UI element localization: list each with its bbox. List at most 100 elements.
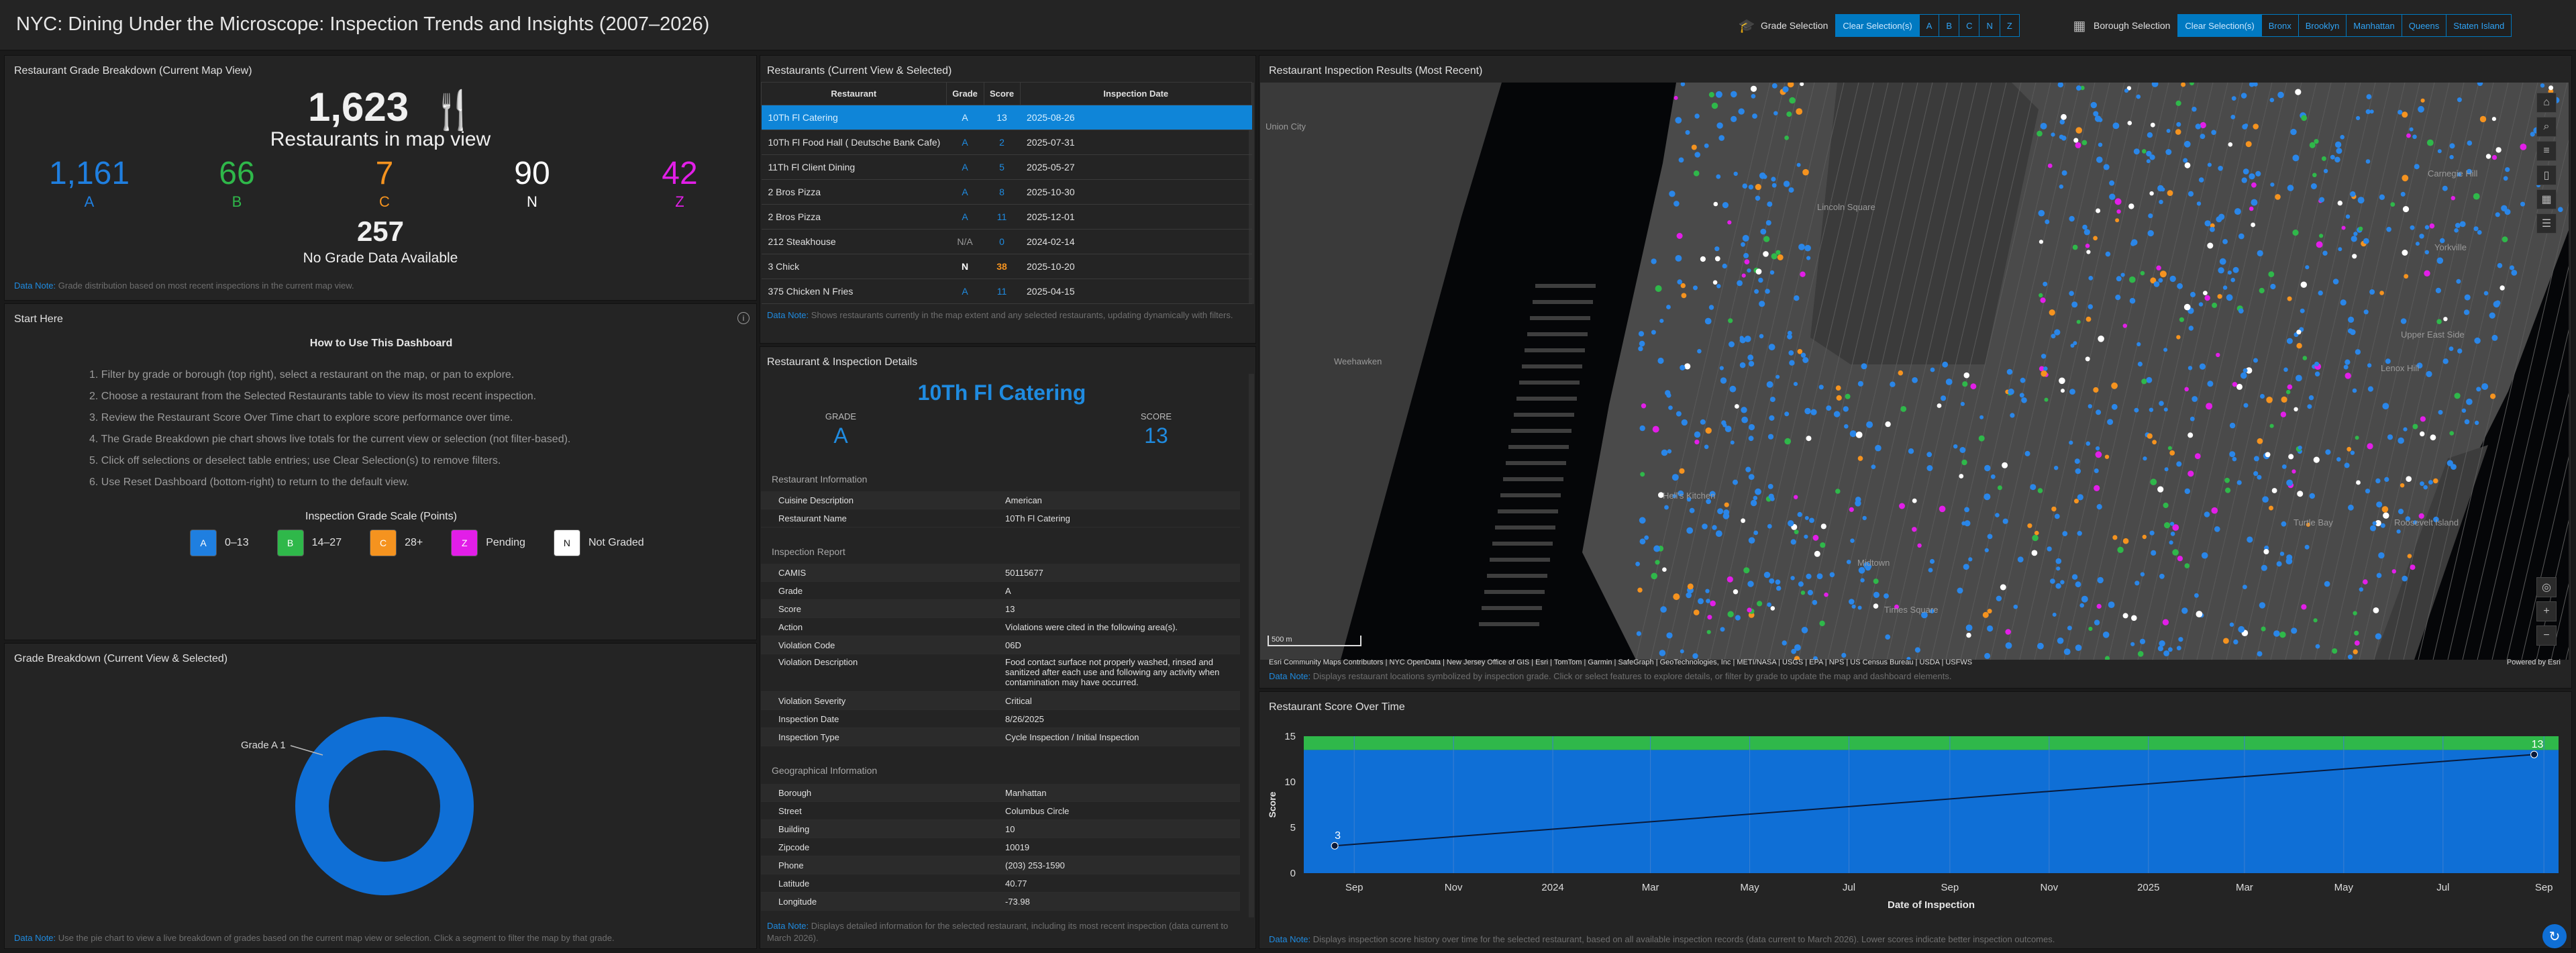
restaurant-point[interactable]	[1722, 202, 1729, 209]
restaurant-point[interactable]	[2194, 453, 2201, 460]
restaurant-point[interactable]	[2269, 505, 2273, 511]
restaurant-point[interactable]	[1694, 152, 1700, 158]
restaurant-point[interactable]	[2312, 172, 2317, 178]
restaurant-point[interactable]	[1767, 484, 1773, 489]
restaurant-point[interactable]	[2169, 450, 2175, 456]
restaurant-point[interactable]	[1942, 361, 1949, 368]
restaurant-point[interactable]	[2489, 312, 2495, 319]
restaurant-point[interactable]	[2071, 301, 2078, 308]
restaurant-point[interactable]	[1731, 115, 1737, 122]
restaurant-point[interactable]	[2357, 197, 2365, 204]
restaurant-point[interactable]	[1753, 495, 1758, 501]
restaurant-point[interactable]	[2491, 155, 2497, 160]
restaurant-point[interactable]	[2170, 521, 2175, 526]
grade-option-a[interactable]: A	[1918, 14, 1940, 37]
restaurant-point[interactable]	[1747, 607, 1752, 613]
restaurant-point[interactable]	[2112, 122, 2120, 130]
restaurant-point[interactable]	[2159, 640, 2165, 647]
restaurant-point[interactable]	[2051, 334, 2056, 339]
restaurant-point[interactable]	[2148, 213, 2153, 219]
restaurant-point[interactable]	[2322, 250, 2328, 256]
restaurant-point[interactable]	[2291, 469, 2296, 474]
restaurant-point[interactable]	[1694, 440, 1700, 445]
restaurant-point[interactable]	[1964, 520, 1971, 527]
restaurant-point[interactable]	[2229, 451, 2236, 458]
restaurant-point[interactable]	[2402, 575, 2408, 582]
restaurant-point[interactable]	[2147, 433, 2153, 439]
restaurant-point[interactable]	[2384, 476, 2389, 483]
restaurant-point[interactable]	[2306, 522, 2310, 527]
restaurant-point[interactable]	[1741, 518, 1745, 523]
restaurant-point[interactable]	[1873, 603, 1879, 609]
restaurant-point[interactable]	[2112, 535, 2118, 540]
restaurant-point[interactable]	[2170, 532, 2175, 536]
restaurant-point[interactable]	[1731, 91, 1737, 98]
restaurant-point[interactable]	[1700, 256, 1706, 262]
restaurant-point[interactable]	[1741, 242, 1745, 247]
restaurant-point[interactable]	[2433, 478, 2438, 484]
restaurant-point[interactable]	[2354, 630, 2359, 636]
restaurant-point[interactable]	[1873, 579, 1879, 585]
restaurant-point[interactable]	[2088, 404, 2092, 409]
restaurant-point[interactable]	[1727, 576, 1733, 583]
restaurant-point[interactable]	[1807, 589, 1813, 596]
restaurant-point[interactable]	[2159, 401, 2164, 406]
restaurant-point[interactable]	[2249, 173, 2255, 180]
restaurant-point[interactable]	[1664, 505, 1669, 510]
restaurant-point[interactable]	[2500, 285, 2505, 291]
restaurant-point[interactable]	[2037, 130, 2043, 137]
restaurant-point[interactable]	[1657, 357, 1664, 364]
locate-icon[interactable]: ◎	[2536, 577, 2557, 597]
restaurant-point[interactable]	[1742, 183, 1748, 189]
restaurant-point[interactable]	[1819, 620, 1825, 627]
restaurant-point[interactable]	[2240, 93, 2247, 99]
restaurant-point[interactable]	[2103, 164, 2110, 170]
restaurant-point[interactable]	[1651, 258, 1657, 264]
restaurant-point[interactable]	[2067, 625, 2072, 631]
restaurant-point[interactable]	[1769, 415, 1775, 421]
restaurant-point[interactable]	[2050, 579, 2055, 584]
restaurant-point[interactable]	[1715, 530, 1722, 537]
restaurant-point[interactable]	[2281, 464, 2287, 469]
restaurant-point[interactable]	[1748, 423, 1755, 431]
restaurant-point[interactable]	[2454, 228, 2459, 233]
restaurant-point[interactable]	[1937, 403, 1942, 408]
restaurant-point[interactable]	[2352, 254, 2357, 259]
restaurant-point[interactable]	[2055, 583, 2061, 589]
restaurant-point[interactable]	[2047, 546, 2052, 552]
restaurant-point[interactable]	[2207, 381, 2214, 387]
restaurant-point[interactable]	[2405, 516, 2411, 521]
restaurant-point[interactable]	[2363, 579, 2368, 585]
restaurant-point[interactable]	[2200, 121, 2206, 129]
restaurant-point[interactable]	[2356, 480, 2361, 485]
restaurant-point[interactable]	[1812, 599, 1818, 605]
restaurant-point[interactable]	[2279, 632, 2286, 638]
restaurant-point[interactable]	[2402, 206, 2410, 213]
restaurant-point[interactable]	[1788, 350, 1794, 356]
restaurant-point[interactable]	[1930, 367, 1935, 372]
restaurant-point[interactable]	[2204, 220, 2211, 227]
restaurant-point[interactable]	[1984, 464, 1991, 472]
table-row[interactable]: 375 Chicken N Fries A 11 2025-04-15	[761, 279, 1252, 304]
restaurant-point[interactable]	[1850, 538, 1855, 543]
restaurant-point[interactable]	[2184, 387, 2189, 392]
restaurant-point[interactable]	[1965, 624, 1973, 632]
restaurant-point[interactable]	[2210, 227, 2215, 232]
restaurant-point[interactable]	[2102, 632, 2110, 638]
restaurant-point[interactable]	[1741, 407, 1747, 413]
restaurant-point[interactable]	[2457, 172, 2462, 177]
restaurant-point[interactable]	[1802, 168, 1809, 176]
restaurant-point[interactable]	[2166, 129, 2171, 133]
restaurant-point[interactable]	[2175, 129, 2181, 135]
restaurant-point[interactable]	[1694, 431, 1701, 438]
restaurant-point[interactable]	[2010, 413, 2015, 418]
restaurant-point[interactable]	[1744, 259, 1750, 264]
restaurant-point[interactable]	[2449, 346, 2454, 351]
grade-option-z[interactable]: Z	[1999, 14, 2020, 37]
restaurant-point[interactable]	[1659, 319, 1664, 323]
restaurant-point[interactable]	[2398, 509, 2404, 515]
restaurant-point[interactable]	[1753, 530, 1759, 536]
restaurant-point[interactable]	[1666, 632, 1673, 639]
restaurant-point[interactable]	[2096, 603, 2102, 609]
restaurant-point[interactable]	[1786, 111, 1792, 117]
